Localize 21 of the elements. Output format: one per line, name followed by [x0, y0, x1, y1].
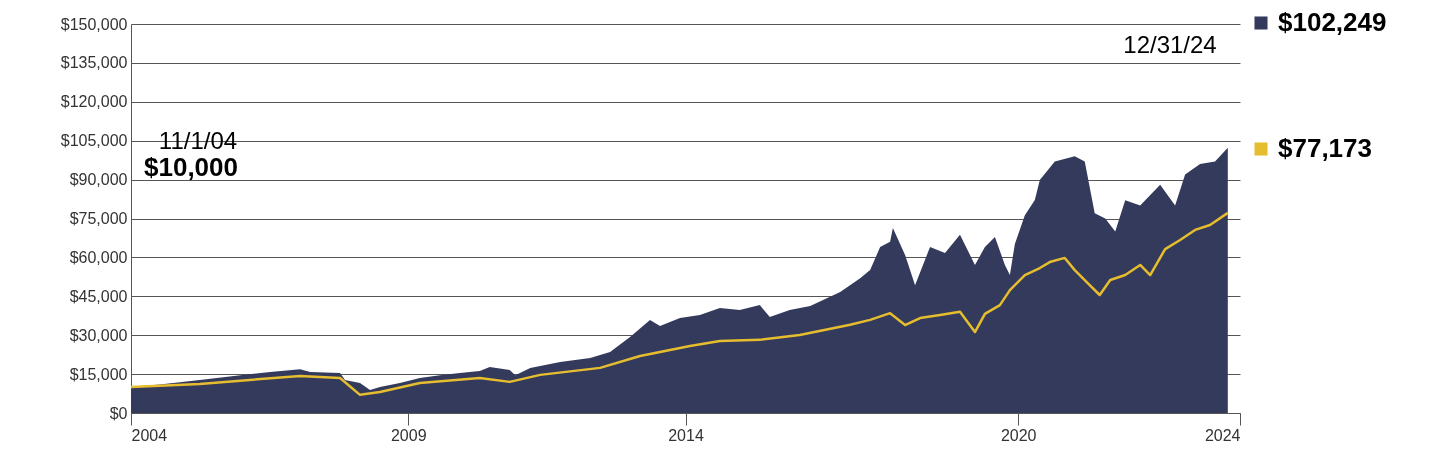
x-tick-label: 2020 [1000, 426, 1037, 444]
y-tick-label: $60,000 [69, 248, 128, 266]
x-tick-label: 2014 [668, 426, 704, 444]
y-tick-label: $135,000 [60, 54, 128, 72]
y-tick-label: $150,000 [60, 15, 128, 33]
y-tick-label: $30,000 [69, 326, 128, 344]
x-tick-label: 2024 [1204, 426, 1241, 444]
legend-label: $102,249 [1278, 7, 1387, 37]
y-tick-label: $90,000 [69, 171, 128, 189]
legend-label: $77,173 [1278, 133, 1372, 163]
y-tick-label: $0 [109, 404, 128, 422]
annotation: 12/31/24 [1123, 31, 1217, 58]
y-tick-label: $15,000 [69, 365, 128, 383]
y-tick-label: $45,000 [69, 287, 128, 305]
line-series [129, 211, 1230, 397]
y-tick-label: $120,000 [60, 93, 128, 111]
y-tick-label: $105,000 [60, 132, 128, 150]
y-tick-label: $75,000 [69, 210, 128, 227]
x-tick-label: 2009 [390, 426, 427, 444]
annotation: $10,000 [144, 152, 238, 182]
x-tick-label: 2004 [131, 426, 168, 444]
